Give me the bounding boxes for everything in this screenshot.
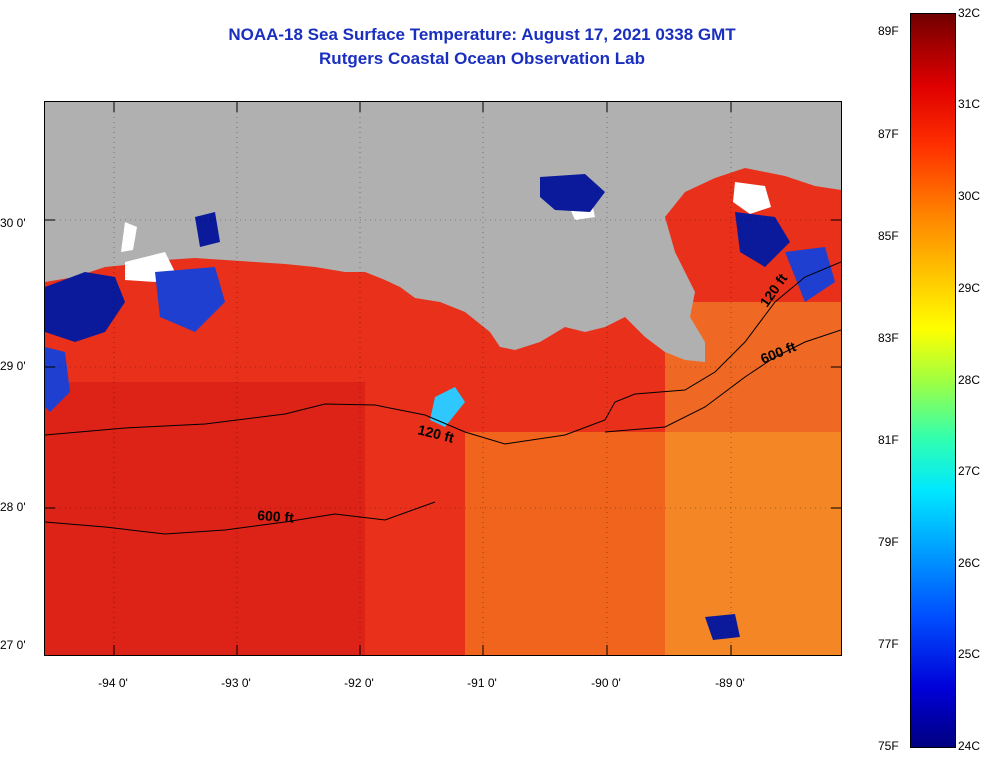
colorbar-c-25: 25C xyxy=(958,647,981,661)
lat-label-30: 30 0' xyxy=(0,216,26,230)
colorbar-c-29: 29C xyxy=(958,281,981,295)
lon-label-91: -91 0' xyxy=(467,676,497,690)
cool-water-patches xyxy=(45,174,835,640)
contour-600ft-east xyxy=(604,329,841,433)
lat-lon-grid xyxy=(45,102,841,655)
colorbar-c-24: 24C xyxy=(958,739,981,753)
colorbar-c-32: 32C xyxy=(958,6,981,20)
colorbar-c-26: 26C xyxy=(958,556,981,570)
contour-label-600ft: 600 ft xyxy=(257,507,295,526)
sst-map: 120 ft 600 ft 600 ft 120 ft xyxy=(44,101,842,656)
lon-label-89: -89 0' xyxy=(715,676,745,690)
colorbar-f-79: 79F xyxy=(878,535,899,549)
water-cooler-zone xyxy=(465,432,841,655)
colorbar-c-31: 31C xyxy=(958,97,981,111)
contour-600ft xyxy=(45,501,436,535)
lat-label-28: 28 0' xyxy=(0,500,26,514)
contour-120ft xyxy=(45,261,841,445)
colorbar-f-81: 81F xyxy=(878,433,899,447)
lat-label-27: 27 0' xyxy=(0,638,26,652)
lon-label-94: -94 0' xyxy=(98,676,128,690)
colorbar-c-30: 30C xyxy=(958,189,981,203)
land-mass xyxy=(45,102,841,362)
map-title: NOAA-18 Sea Surface Temperature: August … xyxy=(228,25,736,44)
sst-map-canvas: 120 ft 600 ft 600 ft 120 ft xyxy=(45,102,841,655)
colorbar-f-85: 85F xyxy=(878,229,899,243)
lon-label-93: -93 0' xyxy=(221,676,251,690)
colorbar-f-75: 75F xyxy=(878,739,899,753)
lon-label-90: -90 0' xyxy=(591,676,621,690)
colorbar-f-77: 77F xyxy=(878,637,899,651)
delta-wetlands xyxy=(585,282,625,322)
map-subtitle: Rutgers Coastal Ocean Observation Lab xyxy=(319,49,645,68)
colorbar-f-89: 89F xyxy=(878,24,899,38)
colorbar-f-87: 87F xyxy=(878,127,899,141)
lat-label-29: 29 0' xyxy=(0,359,26,373)
colorbar-f-83: 83F xyxy=(878,331,899,345)
colorbar-c-27: 27C xyxy=(958,464,981,478)
temperature-colorbar xyxy=(910,13,956,748)
axis-ticks xyxy=(45,102,841,655)
colorbar-c-28: 28C xyxy=(958,373,981,387)
water-hot-zone xyxy=(45,382,365,655)
lon-label-92: -92 0' xyxy=(344,676,374,690)
